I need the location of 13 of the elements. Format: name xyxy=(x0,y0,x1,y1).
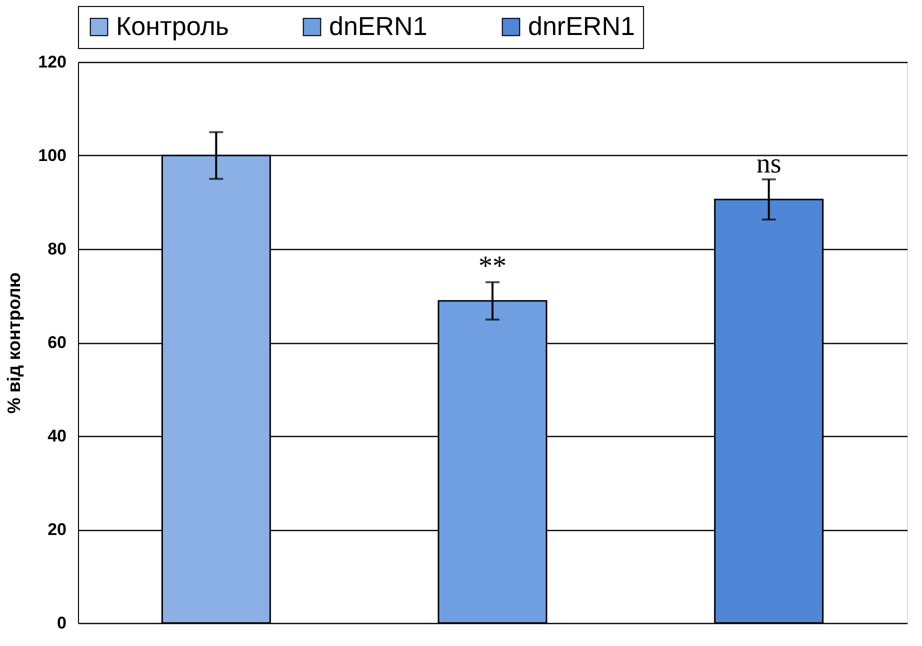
y-axis-title: % від контролю xyxy=(4,272,24,414)
y-tick-label: 120 xyxy=(38,52,66,72)
legend-label: dnrERN1 xyxy=(528,11,635,41)
legend-label: dnERN1 xyxy=(329,11,428,41)
y-tick-label: 40 xyxy=(48,426,66,446)
legend-label: Контроль xyxy=(116,11,229,41)
data-label: ** xyxy=(478,251,506,282)
y-tick-label: 20 xyxy=(48,520,66,539)
data-label: ns xyxy=(756,148,782,180)
y-tick-label: 100 xyxy=(38,146,66,165)
y-tick-label: 80 xyxy=(48,240,66,258)
y-tick-label: 0 xyxy=(57,614,66,632)
y-tick-label: 60 xyxy=(48,333,66,352)
